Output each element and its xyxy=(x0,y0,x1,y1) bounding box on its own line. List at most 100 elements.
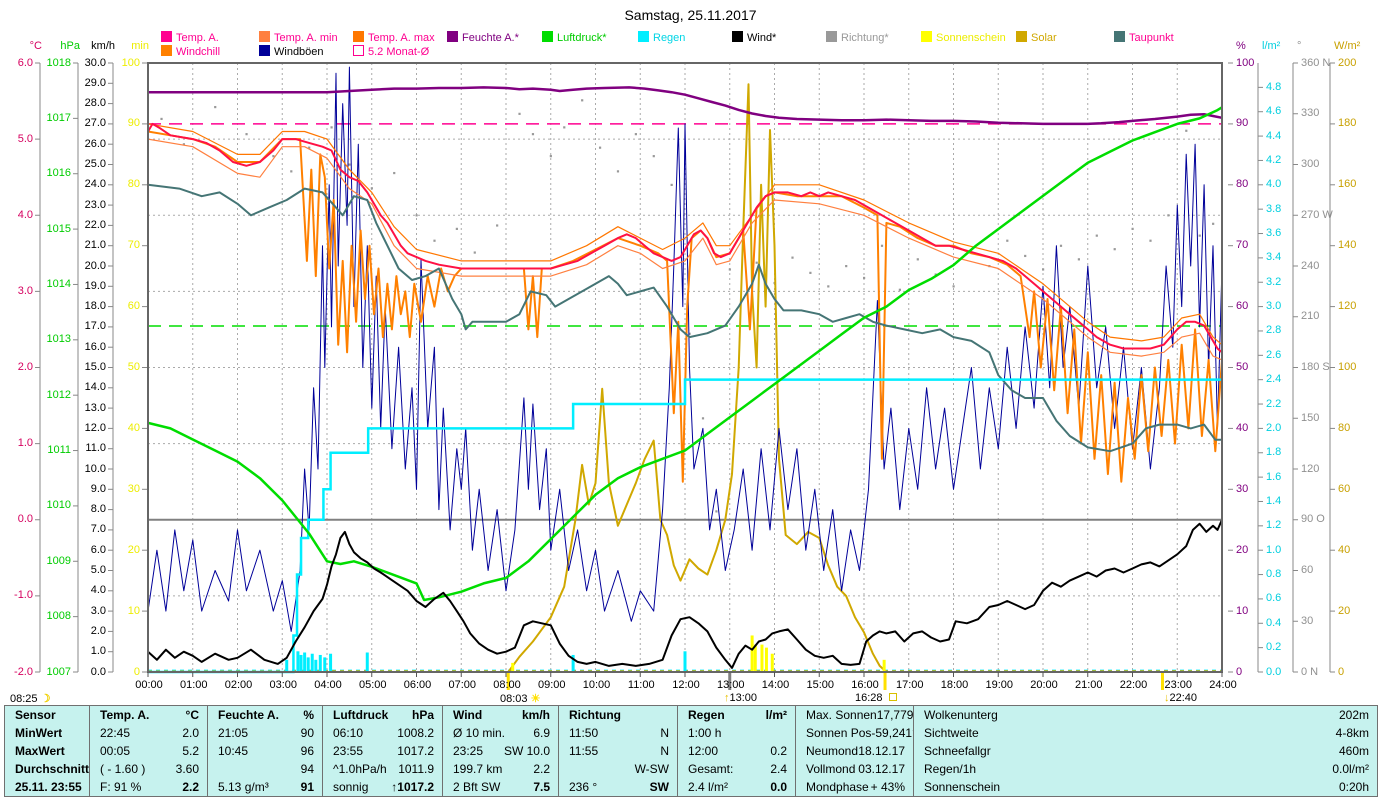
table-cell-label: 00:05 xyxy=(100,744,131,758)
axis-tick-label-wm2: 0 xyxy=(1338,665,1345,678)
table-col-luftdruck: Luftdruck hPa 06:10 1008.2 23:55 1017.2 ^1.0hP… xyxy=(323,706,443,796)
axis-tick-label-lm2: 0.6 xyxy=(1266,592,1282,605)
axis-tick-label-kmh: 6.0 xyxy=(90,543,106,556)
axis-header-lm2: l/m² xyxy=(1262,40,1281,52)
table-cell-label: 2.4 l/m² xyxy=(688,780,729,794)
axis-header-min: min xyxy=(131,40,149,52)
legend-label: Windchill xyxy=(176,46,221,58)
legend-swatch-icon xyxy=(161,31,172,42)
axis-tick-label-degc: 3.0 xyxy=(17,284,33,297)
table-cell-label: Wolkenunterg xyxy=(924,708,998,722)
axis-tick-label-kmh: 13.0 xyxy=(84,401,106,414)
moon-down-time: 22:40 xyxy=(1169,692,1198,704)
axis-tick-label-hpa: 1014 xyxy=(46,277,71,290)
axis-tick-label-lm2: 0.0 xyxy=(1266,665,1282,678)
axis-tick-label-lm2: 1.0 xyxy=(1266,543,1282,556)
table-cell-value: N xyxy=(660,744,669,758)
series-dot-Richtung xyxy=(755,261,758,264)
table-col-info-1: Wolkenunterg 202m Sichtweite 4-8km Schneefal… xyxy=(914,706,1377,796)
table-cell-label: 23:25 xyxy=(453,744,484,758)
series-Wind xyxy=(147,519,1223,669)
table-cell-label: 22:45 xyxy=(100,726,131,740)
axis-tick-label-hpa: 1009 xyxy=(46,554,71,567)
table-cell: 10:45 96 xyxy=(208,742,322,760)
axis-tick-label-kmh: 28.0 xyxy=(84,97,106,110)
axis-tick-label-kmh: 20.0 xyxy=(84,259,106,272)
table-cell: MaxWert xyxy=(5,742,89,760)
table-cell-label: F: 91 % xyxy=(100,780,142,794)
legend-label: Wind* xyxy=(747,32,777,44)
table-cell-label: 2 Bft SW xyxy=(453,780,501,794)
table-col-wind: Wind km/h Ø 10 min. 6.9 23:25 SW 10.0 199.7 km… xyxy=(443,706,559,796)
table-cell-value: 2.0 xyxy=(182,726,199,740)
x-tick-label: 18:00 xyxy=(940,679,969,691)
axis-tick-label-min: 50 xyxy=(127,361,140,373)
series-Regen xyxy=(148,378,1222,674)
table-cell-value: + 43% xyxy=(870,780,905,794)
series-dot-Richtung xyxy=(1059,244,1063,247)
legend-item-solar: Solar xyxy=(1016,31,1057,44)
table-cell-value: SW xyxy=(649,780,669,794)
table-cell: 00:05 5.2 xyxy=(90,742,207,760)
table-cell-label: ( - 1.60 ) xyxy=(100,762,146,776)
axis-tick-label-kmh: 19.0 xyxy=(84,279,106,292)
x-tick-label: 09:00 xyxy=(537,679,566,691)
series-dot-Richtung xyxy=(1006,239,1009,242)
table-cell-label: 5.13 g/m³ xyxy=(218,780,269,794)
axis-tick-label-lm2: 2.8 xyxy=(1266,324,1282,337)
table-cell: 22:45 2.0 xyxy=(90,724,207,742)
table-cell: W-SW xyxy=(559,760,677,778)
axis-tick-label-kmh: 23.0 xyxy=(84,198,106,211)
axis-header-wm2: W/m² xyxy=(1334,40,1361,52)
legend-swatch-icon xyxy=(259,45,270,56)
table-cell-value: 5.2 xyxy=(182,744,199,758)
axis-tick-label-lm2: 4.6 xyxy=(1266,105,1282,118)
x-tick-label: 11:00 xyxy=(627,679,655,691)
legend-swatch-icon xyxy=(638,31,649,42)
series-dot-Richtung xyxy=(496,224,499,227)
x-tick-label: 21:00 xyxy=(1074,679,1103,691)
table-cell: Regen l/m² xyxy=(678,706,795,724)
series-dot-Richtung xyxy=(934,273,937,276)
table-cell-value: l/m² xyxy=(765,708,787,722)
x-tick-label: 07:00 xyxy=(448,679,477,691)
series-Feuchte A. xyxy=(148,86,1223,126)
axis-tick-label-kmh: 11.0 xyxy=(85,442,106,455)
table-col-feuchte-a-: Feuchte A.% 21:05 90 10:45 96 94 5.13 g/m³ 91 xyxy=(208,706,323,796)
axis-tick-label-deg: 240 xyxy=(1301,259,1320,272)
table-cell-value: 202m xyxy=(1338,708,1369,722)
series-dot-Richtung xyxy=(809,271,812,274)
table-cell-value: 1011.9 xyxy=(398,762,434,776)
x-tick-label: 15:00 xyxy=(806,679,835,691)
axis-tick-label-kmh: 18.0 xyxy=(84,300,106,313)
axis-tick-label-degc: 2.0 xyxy=(17,361,33,373)
table-cell-value: ↑1017.2 xyxy=(391,780,434,794)
table-cell: 25.11. 23:55 xyxy=(5,778,89,796)
legend-item-temp-a-: Temp. A. xyxy=(161,31,219,44)
axis-tick-label-wm2: 160 xyxy=(1338,178,1357,191)
series-dot-Richtung xyxy=(1185,129,1188,132)
table-cell-label: Neumond xyxy=(806,744,859,758)
annotation-sunset: 16:28 xyxy=(855,692,897,704)
table-cell: 2 Bft SW 7.5 xyxy=(443,778,558,796)
x-tick-label: 17:00 xyxy=(895,679,924,691)
table-cell: 94 xyxy=(208,760,322,778)
axis-tick-label-deg: 300 xyxy=(1301,158,1320,170)
axis-tick-label-kmh: 15.0 xyxy=(84,361,106,373)
legend-item-luftdruck-: Luftdruck* xyxy=(542,31,607,44)
legend-item-feuchte-a-: Feuchte A.* xyxy=(447,31,519,44)
table-cell: Luftdruck hPa xyxy=(323,706,442,724)
axis-header-kmh: km/h xyxy=(91,40,115,52)
table-cell-value: N xyxy=(660,726,669,740)
x-tick-label: 19:00 xyxy=(985,679,1014,691)
table-cell-value: 96 xyxy=(300,744,314,758)
table-cell-value: SW 10.0 xyxy=(503,744,550,758)
page-title: Samstag, 25.11.2017 xyxy=(624,7,757,23)
table-cell: 23:55 1017.2 xyxy=(323,742,442,760)
axis-tick-label-wm2: 100 xyxy=(1338,361,1357,373)
axis-tick-label-lm2: 3.6 xyxy=(1266,227,1282,240)
axis-tick-label-kmh: 10.0 xyxy=(84,462,106,475)
table-cell-label: 10:45 xyxy=(218,744,249,758)
series-dot-Richtung xyxy=(652,155,655,158)
table-cell: Neumond 18.12.17 xyxy=(796,742,913,760)
